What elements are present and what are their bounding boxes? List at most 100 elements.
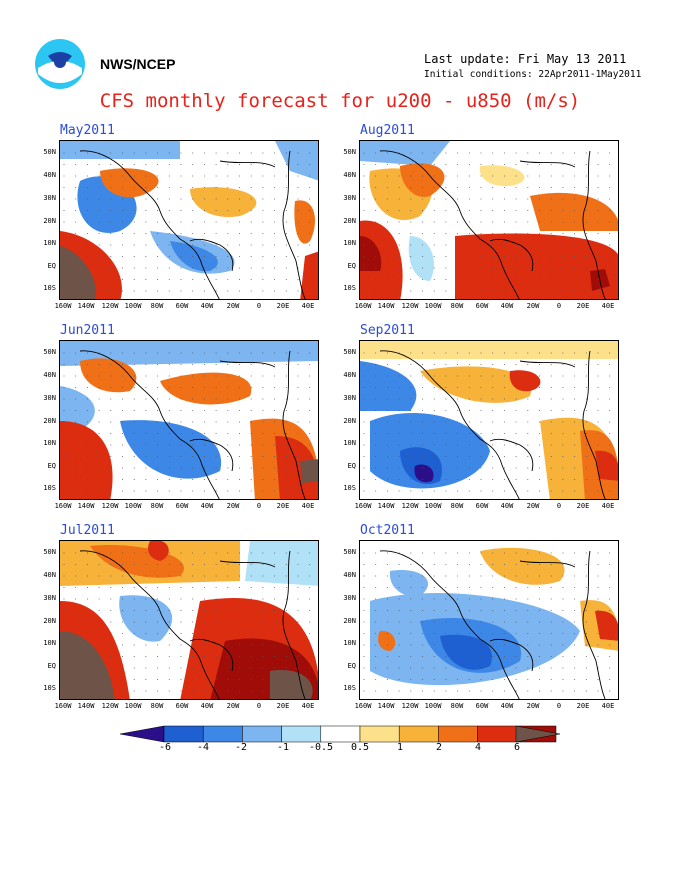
lon-tick-label: 160W bbox=[354, 302, 372, 310]
lat-tick-label: 50N bbox=[43, 148, 56, 156]
lat-tick-label: 40N bbox=[43, 371, 56, 379]
lat-tick-label: EQ bbox=[347, 262, 356, 270]
lat-tick-label: 10S bbox=[343, 284, 356, 292]
colorbar-swatch bbox=[438, 725, 478, 743]
panel-title-may: May2011 bbox=[60, 123, 115, 138]
coastline bbox=[79, 150, 306, 299]
lat-tick-label: 30N bbox=[343, 394, 356, 402]
lon-tick-label: 120W bbox=[401, 702, 419, 710]
panel-title-sep: Sep2011 bbox=[360, 323, 415, 338]
lon-tick-label: 40W bbox=[500, 702, 514, 710]
lon-tick-label: 40W bbox=[500, 502, 514, 510]
colorbar-swatch bbox=[281, 725, 322, 743]
panel-title-aug: Aug2011 bbox=[360, 123, 415, 138]
lon-tick-label: 140W bbox=[377, 302, 395, 310]
lat-tick-label: 20N bbox=[343, 617, 356, 625]
lon-tick-label: 20E bbox=[276, 702, 290, 710]
lat-tick-label: EQ bbox=[347, 662, 356, 670]
lat-tick-label: EQ bbox=[47, 462, 56, 470]
map-oct bbox=[360, 541, 618, 699]
lon-tick-label: 0 bbox=[256, 702, 262, 710]
lon-tick-label: 40W bbox=[200, 502, 214, 510]
map-panel-aug bbox=[359, 140, 619, 300]
lon-tick-label: 120W bbox=[101, 502, 119, 510]
lon-tick-label: 140W bbox=[77, 502, 95, 510]
map-panel-jun bbox=[59, 340, 319, 500]
lon-tick-label: 20W bbox=[226, 502, 240, 510]
lat-tick-label: 10S bbox=[343, 684, 356, 692]
colorbar-swatch bbox=[515, 725, 560, 743]
lon-tick-label: 100W bbox=[124, 702, 142, 710]
lon-tick-label: 140W bbox=[77, 302, 95, 310]
lon-tick-label: 20W bbox=[526, 702, 540, 710]
colorbar-label: 0.5 bbox=[350, 742, 370, 753]
lon-tick-label: 20E bbox=[276, 502, 290, 510]
lon-tick-label: 40W bbox=[200, 302, 214, 310]
lon-tick-label: 160W bbox=[54, 502, 72, 510]
lon-tick-label: 40E bbox=[301, 502, 315, 510]
lat-tick-label: EQ bbox=[47, 262, 56, 270]
lat-tick-label: 10S bbox=[43, 684, 56, 692]
lon-tick-label: 20W bbox=[526, 502, 540, 510]
coastline bbox=[379, 550, 606, 699]
map-panel-sep bbox=[359, 340, 619, 500]
initial-conditions: Initial conditions: 22Apr2011-1May2011 bbox=[424, 69, 642, 80]
lon-tick-label: 160W bbox=[354, 502, 372, 510]
map-jul bbox=[60, 541, 318, 699]
lat-tick-label: 10N bbox=[43, 239, 56, 247]
page-title: CFS monthly forecast for u200 - u850 (m/… bbox=[99, 90, 581, 112]
lat-tick-label: 10N bbox=[43, 439, 56, 447]
panel-title-jun: Jun2011 bbox=[60, 323, 115, 338]
colorbar-label: 1 bbox=[396, 742, 404, 753]
colorbar-label: 2 bbox=[435, 742, 443, 753]
lon-tick-label: 20W bbox=[526, 302, 540, 310]
lat-tick-label: 30N bbox=[343, 194, 356, 202]
coastline bbox=[79, 350, 306, 499]
colorbar-swatch bbox=[120, 725, 165, 743]
coastline bbox=[79, 550, 306, 699]
lon-tick-label: 0 bbox=[256, 502, 262, 510]
colorbar-label: 6 bbox=[513, 742, 521, 753]
lat-tick-label: 20N bbox=[43, 217, 56, 225]
lat-tick-label: EQ bbox=[47, 662, 56, 670]
lat-tick-label: 40N bbox=[343, 571, 356, 579]
lat-tick-label: 10N bbox=[43, 639, 56, 647]
colorbar-swatch bbox=[242, 725, 282, 743]
lon-tick-label: 40E bbox=[601, 702, 615, 710]
lon-tick-label: 140W bbox=[77, 702, 95, 710]
map-may bbox=[60, 141, 318, 299]
lon-tick-label: 60W bbox=[175, 502, 189, 510]
lon-tick-label: 100W bbox=[424, 702, 442, 710]
map-panel-may bbox=[59, 140, 319, 300]
lat-tick-label: 50N bbox=[343, 548, 356, 556]
lon-tick-label: 20E bbox=[576, 702, 590, 710]
lat-tick-label: 10N bbox=[343, 239, 356, 247]
lon-tick-label: 120W bbox=[401, 302, 419, 310]
lon-tick-label: 40W bbox=[500, 302, 514, 310]
lon-tick-label: 100W bbox=[424, 502, 442, 510]
lon-tick-label: 80W bbox=[150, 702, 164, 710]
lat-tick-label: 30N bbox=[343, 594, 356, 602]
lat-tick-label: 10N bbox=[343, 439, 356, 447]
coastline bbox=[379, 350, 606, 499]
lat-tick-label: 10S bbox=[43, 484, 56, 492]
map-sep bbox=[360, 341, 618, 499]
lat-tick-label: 10S bbox=[43, 284, 56, 292]
map-panel-jul bbox=[59, 540, 319, 700]
lon-tick-label: 60W bbox=[175, 702, 189, 710]
lat-tick-label: 40N bbox=[343, 171, 356, 179]
lat-tick-label: 20N bbox=[343, 217, 356, 225]
lon-tick-label: 40E bbox=[301, 702, 315, 710]
org-label: NWS/NCEP bbox=[100, 56, 176, 72]
lon-tick-label: 60W bbox=[475, 702, 489, 710]
lat-tick-label: 50N bbox=[343, 348, 356, 356]
colorbar-label: -6 bbox=[158, 742, 172, 753]
lon-tick-label: 80W bbox=[450, 502, 464, 510]
colorbar-label: -4 bbox=[196, 742, 210, 753]
lon-tick-label: 20W bbox=[226, 702, 240, 710]
lon-tick-label: 60W bbox=[175, 302, 189, 310]
colorbar-swatch bbox=[320, 725, 361, 743]
lon-tick-label: 60W bbox=[475, 302, 489, 310]
lon-tick-label: 140W bbox=[377, 502, 395, 510]
lon-tick-label: 120W bbox=[101, 302, 119, 310]
